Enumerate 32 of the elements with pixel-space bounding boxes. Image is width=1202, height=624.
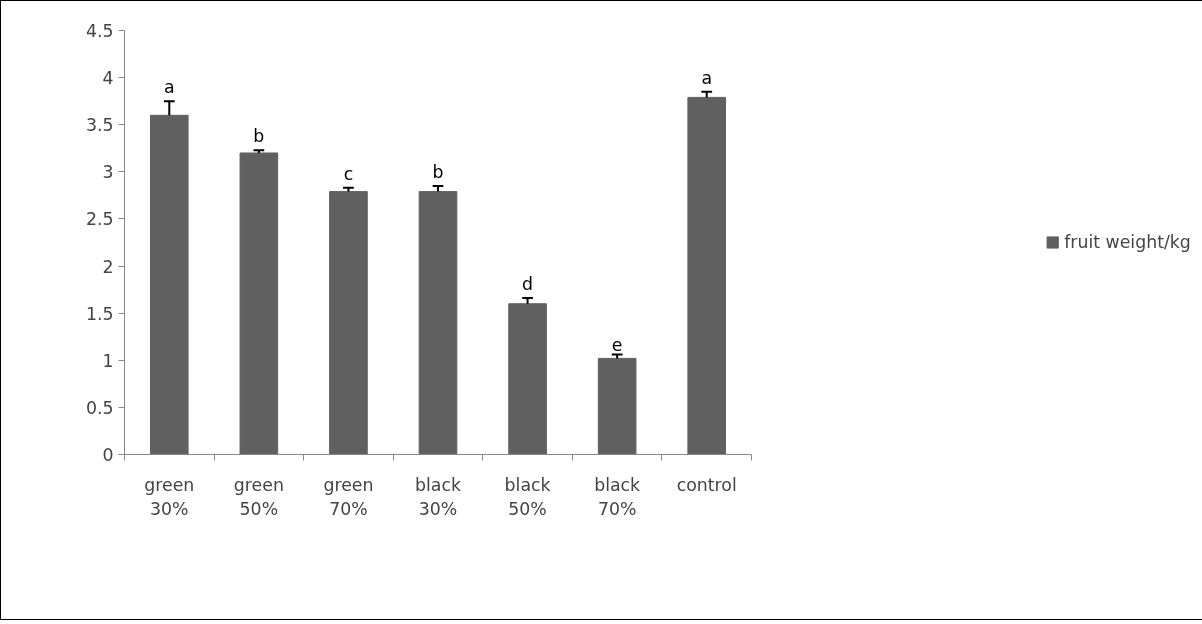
y-tick-label: 3.5 xyxy=(85,115,114,136)
annotation: c xyxy=(343,163,354,184)
y-tick-label: 0.5 xyxy=(85,397,114,418)
annotation: a xyxy=(701,67,713,88)
x-tick-label: green 70% xyxy=(323,474,374,519)
x-tick-label: black 70% xyxy=(594,474,641,519)
bar xyxy=(329,191,368,455)
y-tick-label: 2 xyxy=(102,256,114,277)
bar xyxy=(597,357,637,455)
x-tick-label: black 50% xyxy=(504,474,551,519)
x-tick-label: control xyxy=(676,474,737,495)
bar xyxy=(418,191,458,455)
x-tick-label: black 30% xyxy=(415,474,461,519)
legend-label: fruit weight/kg xyxy=(1064,232,1191,252)
annotation: b xyxy=(432,161,444,182)
y-tick-label: 1 xyxy=(102,350,114,371)
annotation: a xyxy=(163,77,175,98)
y-tick-label: 0 xyxy=(102,445,114,465)
bar xyxy=(687,96,727,455)
y-tick-label: 4 xyxy=(102,68,114,89)
y-tick-label: 2.5 xyxy=(85,209,114,230)
x-tick-label: green 50% xyxy=(233,474,284,519)
annotation: b xyxy=(253,126,265,147)
bar xyxy=(149,114,189,455)
annotation: e xyxy=(611,334,623,355)
y-tick-label: 3 xyxy=(102,162,114,183)
bar xyxy=(508,303,547,455)
y-tick-label: 1.5 xyxy=(85,303,114,324)
bar xyxy=(239,152,279,455)
annotation: d xyxy=(522,274,534,295)
x-tick-label: green 30% xyxy=(144,474,195,519)
y-tick-label: 4.5 xyxy=(85,21,114,41)
